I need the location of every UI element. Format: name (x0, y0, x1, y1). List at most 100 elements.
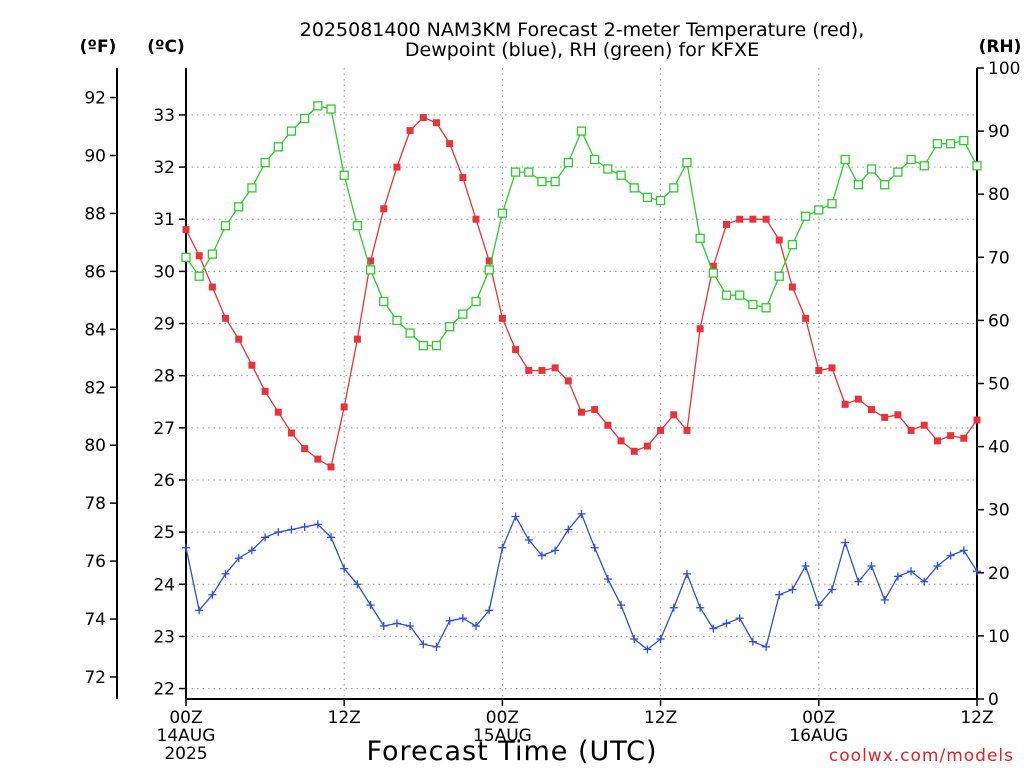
dewpoint-blue-point (880, 595, 889, 604)
rh-green-point (313, 101, 323, 111)
dewpoint-blue-point (406, 621, 415, 630)
rh-green-point (418, 340, 428, 351)
celsius-tick-label: 30 (153, 262, 175, 282)
x-tick-label: 12Z (960, 708, 993, 728)
x-axis-label: Forecast Time (UTC) (366, 736, 657, 767)
rh-tick-label: 90 (988, 122, 1010, 142)
rh-green-point (748, 299, 758, 310)
temperature-red-point (881, 413, 889, 421)
rh-tick-label: 100 (988, 59, 1020, 79)
temperature-red-point (446, 140, 454, 148)
celsius-tick-label: 27 (153, 419, 175, 439)
temperature-red-point (788, 283, 796, 291)
rh-tick-label: 60 (988, 311, 1010, 331)
temperature-red-point (485, 257, 493, 265)
temperature-red-point (894, 411, 902, 419)
dewpoint-blue-point (867, 562, 876, 571)
dewpoint-blue-point (327, 533, 336, 542)
rh-green-point (959, 135, 969, 146)
rh-green-point (458, 309, 468, 319)
rh-green-point (326, 104, 336, 114)
rh-green-line (185, 105, 978, 347)
temperature-red-point (525, 366, 533, 374)
dewpoint-blue-point (247, 546, 256, 555)
temperature-red-point (314, 455, 322, 463)
dewpoint-blue-point (445, 616, 454, 625)
dewpoint-blue-point (959, 546, 968, 555)
fahrenheit-tick-label: 82 (84, 378, 106, 398)
rh-tick-label: 20 (988, 564, 1010, 584)
temperature-red-point (208, 283, 216, 291)
temperature-red-point (907, 426, 915, 434)
temperature-red-point (868, 406, 876, 414)
rh-green-point (787, 240, 798, 250)
temperature-red-point (683, 426, 691, 434)
celsius-tick-label: 31 (153, 210, 175, 230)
dewpoint-blue-point (287, 525, 296, 534)
celsius-tick-label: 32 (153, 158, 175, 178)
rh-green-point (695, 233, 705, 244)
rh-green-point (800, 211, 811, 221)
temperature-red-point (301, 445, 309, 453)
dewpoint-blue-point (511, 512, 520, 521)
temperature-red-point (287, 429, 295, 437)
temperature-red-point (960, 434, 968, 442)
rh-green-point (682, 157, 692, 168)
rh-green-point (590, 154, 600, 165)
rh-green-point (273, 142, 283, 152)
rh-green-point (299, 113, 310, 124)
rh-green-point (932, 139, 943, 149)
rh-green-point (550, 176, 560, 187)
dewpoint-blue-point (814, 601, 823, 610)
temperature-red-point (749, 215, 757, 223)
rh-green-point (484, 265, 494, 275)
rh-green-point (194, 271, 204, 281)
rh-green-point (721, 290, 732, 300)
rh-green-point (537, 176, 547, 187)
dewpoint-blue-point (762, 642, 771, 651)
rh-tick-label: 80 (988, 185, 1010, 205)
rh-green-point (471, 296, 481, 307)
celsius-tick-label: 26 (153, 471, 175, 491)
temperature-red-point (591, 406, 599, 414)
rh-green-point (510, 167, 521, 177)
dewpoint-blue-point (788, 585, 797, 594)
temperature-red-point (762, 215, 770, 223)
dewpoint-blue-point (893, 572, 902, 581)
rh-green-point (774, 271, 784, 281)
dewpoint-blue-point (261, 533, 270, 542)
celsius-tick-label: 28 (153, 367, 175, 387)
dewpoint-blue-point (353, 580, 362, 589)
rh-green-point (814, 205, 824, 215)
rh-green-point (972, 161, 982, 171)
dewpoint-blue-point (801, 562, 810, 571)
rh-green-point (893, 167, 903, 177)
rh-green-point (352, 221, 363, 231)
x-tick-date-label: 16AUG (789, 726, 848, 746)
rh-green-point (392, 315, 402, 326)
rh-green-point (365, 265, 376, 275)
rh-green-point (629, 183, 639, 193)
rh-green-point (866, 164, 877, 174)
rh-green-point (220, 221, 231, 231)
dewpoint-blue-point (379, 621, 388, 630)
dewpoint-blue-point (748, 637, 757, 646)
dewpoint-blue-point (946, 551, 955, 560)
dewpoint-blue-point (524, 535, 533, 544)
dewpoint-blue-point (973, 567, 981, 576)
temperature-red-point (564, 377, 572, 385)
fahrenheit-tick-label: 88 (84, 204, 106, 224)
rh-green-point (339, 170, 349, 180)
temperature-red-point (551, 364, 559, 372)
temperature-red-point (432, 119, 440, 127)
rh-green-point (207, 249, 218, 259)
celsius-tick-label: 33 (153, 106, 175, 126)
celsius-tick-label: 22 (153, 680, 175, 700)
grid-lines (186, 68, 977, 699)
rh-green-point (405, 328, 415, 338)
axes (116, 68, 978, 700)
rh-green-point (576, 126, 587, 136)
dewpoint-blue-point (498, 543, 507, 552)
dewpoint-blue-point (485, 606, 494, 615)
